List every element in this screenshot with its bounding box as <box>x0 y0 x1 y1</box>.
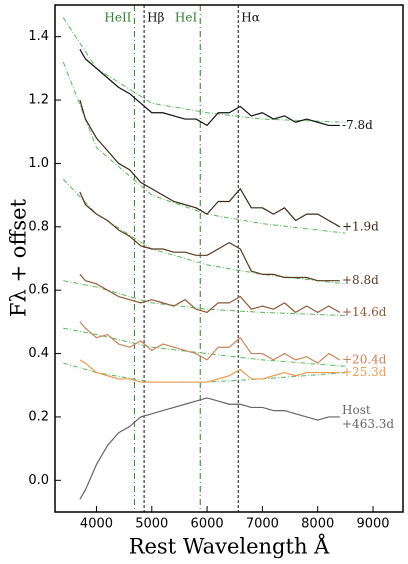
feature-label: HeII <box>104 11 131 25</box>
y-tick-label: 0.4 <box>28 346 49 361</box>
fit-curve <box>63 280 346 317</box>
plot-frame <box>54 4 404 513</box>
x-tick-label: 8000 <box>301 517 334 532</box>
y-tick-label: 0.6 <box>28 283 49 298</box>
x-tick-label: 5000 <box>135 517 168 532</box>
series-label: Host +463.3d <box>342 402 394 430</box>
series-label: +14.6d <box>342 305 387 319</box>
feature-label: HeI <box>175 11 198 25</box>
feature-label: Hα <box>241 11 260 25</box>
y-tick-label: 1.0 <box>28 156 49 171</box>
spectrum <box>79 99 341 228</box>
fit-curve <box>63 362 346 383</box>
x-tick-label: 7000 <box>246 517 279 532</box>
fit-curve <box>63 327 346 367</box>
y-tick-label: 0.8 <box>28 219 49 234</box>
y-tick-label: 0.2 <box>28 409 49 424</box>
fit-curve <box>62 61 346 234</box>
x-axis-label: Rest Wavelength Å <box>129 534 330 559</box>
feature-label: Hβ <box>147 11 164 25</box>
series-label: +20.4d <box>342 352 387 366</box>
y-tick-label: 1.4 <box>28 29 49 44</box>
x-tick-label: 6000 <box>191 517 224 532</box>
fit-curve <box>62 178 346 285</box>
y-axis-label: Fλ + offset <box>7 198 31 317</box>
spectrum <box>79 191 340 282</box>
series-label: -7.8d <box>342 118 373 132</box>
y-tick-label: 0.0 <box>28 473 49 488</box>
x-tick-label: 9000 <box>356 517 389 532</box>
spectrum <box>79 273 341 313</box>
spectrum <box>79 321 341 364</box>
spectrum <box>79 359 340 383</box>
spectrum <box>79 49 340 127</box>
y-tick-label: 1.2 <box>28 93 49 108</box>
fit-curve <box>62 17 346 123</box>
spectrum <box>79 397 340 500</box>
series-label: +25.3d <box>342 365 387 379</box>
series-label: +8.8d <box>342 273 379 287</box>
x-tick-label: 4000 <box>80 517 113 532</box>
series-label: +1.9d <box>342 219 379 233</box>
